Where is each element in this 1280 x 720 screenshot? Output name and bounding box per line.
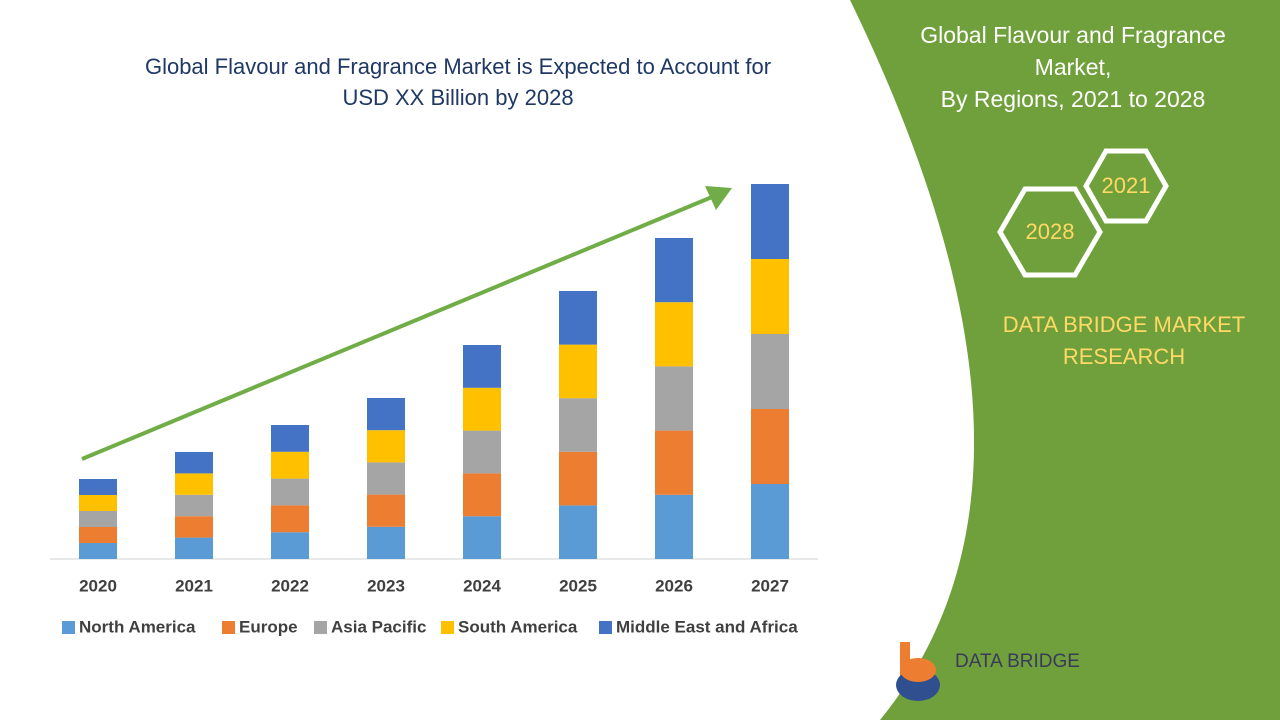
bar-segment — [463, 516, 501, 559]
bar-segment — [79, 511, 117, 527]
hexagon-label: 2021 — [1102, 173, 1151, 198]
bar-segment — [559, 398, 597, 452]
bar-segment — [751, 484, 789, 559]
bar-segment — [367, 462, 405, 495]
bar-segment — [175, 473, 213, 495]
panel-title: By Regions, 2021 to 2028 — [941, 86, 1206, 112]
bar-segment — [751, 334, 789, 409]
x-tick-label: 2024 — [463, 576, 501, 595]
bar-segment — [559, 344, 597, 399]
legend-label: Europe — [239, 617, 298, 636]
bar-segment — [367, 398, 405, 431]
legend-swatch — [441, 621, 454, 634]
bar-segment — [655, 238, 693, 303]
panel-title: Global Flavour and Fragrance — [920, 22, 1226, 48]
bar-segment — [463, 387, 501, 431]
bar-segment — [463, 473, 501, 517]
bar-segment — [271, 425, 309, 452]
bar-segment — [655, 366, 693, 431]
bar-segment — [175, 494, 213, 517]
bar-segment — [559, 505, 597, 559]
legend-label: North America — [79, 617, 196, 636]
legend-label: South America — [458, 617, 578, 636]
logo-text: DATA BRIDGE — [955, 651, 1080, 672]
brand-text: DATA BRIDGE MARKET — [1003, 312, 1245, 337]
trend-arrow — [81, 186, 732, 461]
bar-segment — [655, 494, 693, 559]
bar-segment — [367, 494, 405, 527]
hexagon — [1083, 148, 1169, 224]
bar-segment — [175, 537, 213, 559]
legend-label: Middle East and Africa — [616, 617, 798, 636]
bar-segment — [79, 527, 117, 543]
legend-label: Asia Pacific — [331, 617, 426, 636]
brand-text: RESEARCH — [1063, 344, 1185, 369]
x-tick-label: 2022 — [271, 576, 309, 595]
x-tick-label: 2020 — [79, 576, 117, 595]
x-tick-label: 2027 — [751, 576, 789, 595]
bar-segment — [271, 478, 309, 506]
bar-segment — [175, 516, 213, 538]
bar-segment — [175, 452, 213, 474]
bar-segment — [655, 430, 693, 495]
bar-segment — [751, 409, 789, 484]
legend-swatch — [222, 621, 235, 634]
bar-segment — [271, 532, 309, 559]
bar-segment — [463, 345, 501, 388]
bar-segment — [367, 526, 405, 559]
chart-title: Global Flavour and Fragrance Market is E… — [145, 54, 771, 79]
bar-segment — [79, 479, 117, 495]
bar-segment — [751, 184, 789, 259]
x-tick-label: 2025 — [559, 576, 597, 595]
x-tick-label: 2021 — [175, 576, 213, 595]
bar-segment — [463, 430, 501, 474]
bar-segment — [559, 291, 597, 345]
bar-segment — [655, 302, 693, 367]
bar-segment — [751, 259, 789, 334]
bar-segment — [271, 505, 309, 533]
x-tick-label: 2026 — [655, 576, 693, 595]
legend-swatch — [599, 621, 612, 634]
side-panel — [850, 0, 1280, 720]
bar-segment — [271, 451, 309, 479]
bar-segment — [79, 495, 117, 511]
chart-title: USD XX Billion by 2028 — [342, 85, 573, 110]
hexagon — [997, 186, 1103, 278]
panel-title: Market, — [1035, 54, 1112, 80]
legend-swatch — [62, 621, 75, 634]
bar-segment — [79, 543, 117, 559]
legend-swatch — [314, 621, 327, 634]
logo — [896, 642, 940, 701]
x-tick-label: 2023 — [367, 576, 405, 595]
hexagon-label: 2028 — [1026, 219, 1075, 244]
bar-segment — [367, 430, 405, 463]
bar-segment — [559, 451, 597, 506]
